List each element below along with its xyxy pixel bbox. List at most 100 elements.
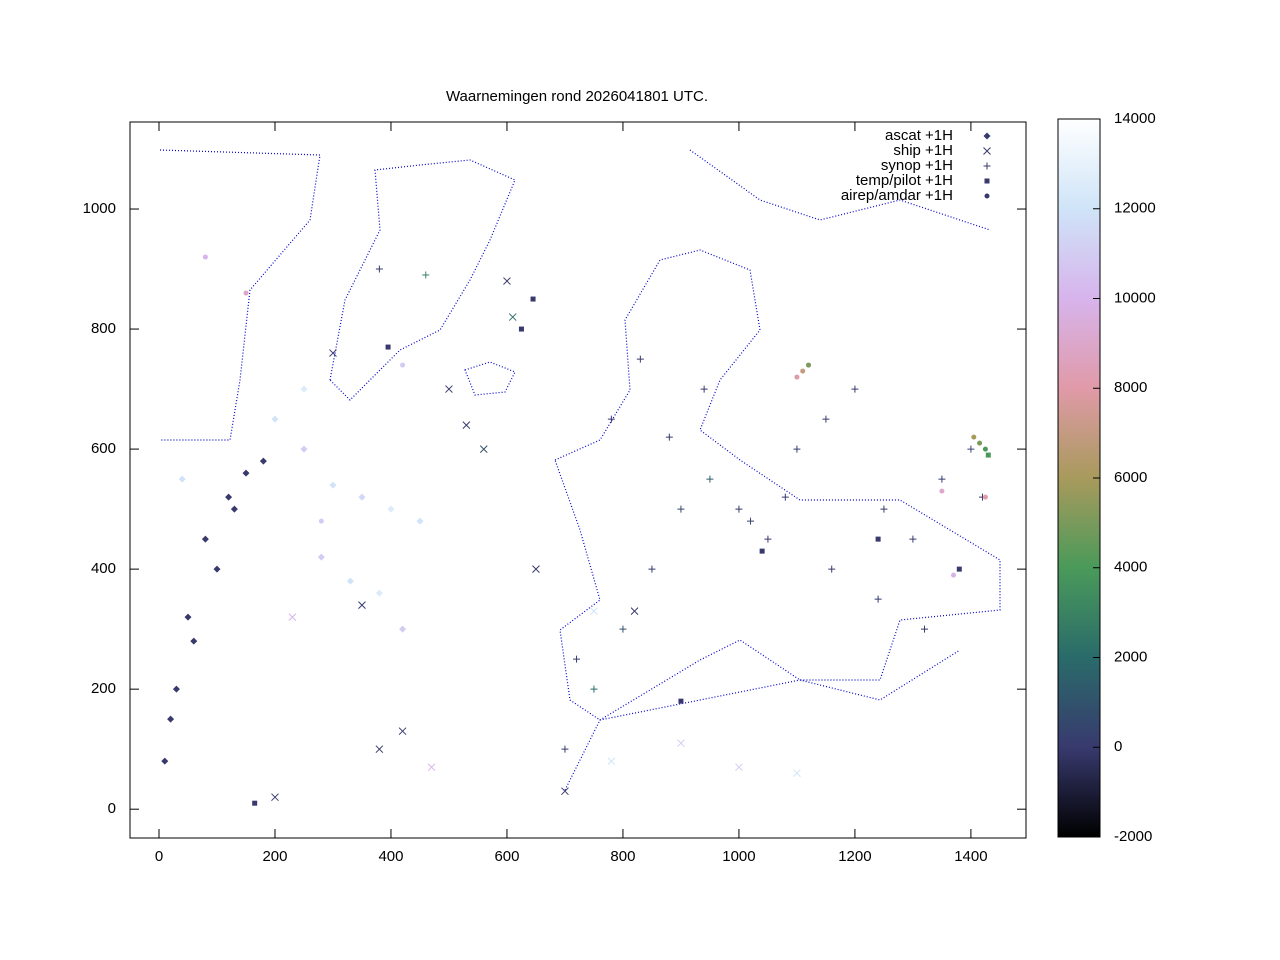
ascat-point [225,493,233,501]
ascat-point [190,637,198,645]
airep-point [800,368,806,374]
temp-point [518,326,524,332]
ascat-point [230,505,238,513]
legend-label: airep/amdar +1H [841,187,953,204]
coast-europe [554,249,1001,721]
ship-point [445,385,453,393]
coast-iceland [464,361,516,396]
ascat-point [178,475,186,483]
y-tick-label: 800 [91,320,116,337]
synop-point [665,433,673,441]
ship-point [508,313,517,321]
ascat-point [242,469,250,477]
ship-point [735,763,743,772]
colorbar [1057,118,1101,838]
ship-point [607,757,616,766]
airep-point [318,518,324,524]
ascat-point [399,625,407,633]
ascat-point [387,505,395,513]
synop-point [619,625,627,633]
airep-point [243,290,249,296]
coast-africa [564,649,961,791]
airep-point [202,254,208,260]
legend-label: ascat +1H [885,127,953,144]
ship-point [288,613,297,621]
synop-point [607,415,615,423]
ascat-point [300,445,308,453]
ship-point [358,601,366,609]
ascat-point [259,457,267,465]
temp-point [385,344,391,350]
y-tick-label: 600 [91,440,116,457]
ascat-point [167,715,175,723]
y-tick-label: 1000 [83,200,116,217]
synop-point [793,445,801,453]
airep-point [982,494,988,500]
synop-point [706,475,714,483]
airep-point [939,488,945,494]
legend-marker [984,193,990,199]
ship-point [590,607,598,615]
ship-point [398,727,407,736]
temp-point [252,800,258,806]
ship-point [462,421,471,429]
synop-point [735,505,743,513]
x-tick-label: 800 [610,848,635,865]
x-tick-label: 400 [378,848,403,865]
temp-point [875,536,881,542]
airep-point [951,572,957,578]
colorbar-tick-label: 14000 [1114,110,1156,127]
ship-point [630,607,639,615]
y-tick-label: 0 [108,800,116,817]
airep-point [794,374,800,380]
ascat-point [271,415,279,423]
synop-point [828,565,836,573]
ship-point [677,739,685,748]
synop-point [909,535,917,543]
airep-point [982,446,988,452]
legend-label: ship +1H [893,142,953,159]
legend-marker [983,132,991,140]
ship-point [561,787,569,796]
coastline [159,149,1001,791]
ascat-point [184,613,192,621]
colorbar-tick-label: 8000 [1114,379,1147,396]
colorbar-tick-label: 0 [1114,738,1122,755]
ship-point [375,745,384,754]
ship-point [329,349,337,357]
synop-point [700,385,708,393]
coast-america [159,149,321,441]
ascat-point [317,553,325,561]
synop-point [590,685,598,693]
synop-point [648,565,656,573]
ship-point [793,769,801,778]
x-tick-label: 0 [155,848,163,865]
colorbar-tick-label: 6000 [1114,469,1147,486]
coast-greenland [329,159,516,401]
x-tick-label: 600 [494,848,519,865]
chart-title: Waarnemingen rond 2026041801 UTC. [446,88,708,105]
ascat-point [346,577,354,585]
colorbar-tick-label: 10000 [1114,289,1156,306]
temp-point [759,548,765,554]
synop-point [822,415,830,423]
temp-point [678,698,684,704]
temp-point [530,296,536,302]
ascat-point [358,493,366,501]
synop-point [938,475,946,483]
legend-marker [984,178,990,184]
x-tick-label: 200 [262,848,287,865]
legend-label: temp/pilot +1H [856,172,953,189]
ship-point [427,763,436,772]
temp-point [956,566,962,572]
ship-point [532,565,540,573]
synop-point [921,625,929,633]
ascat-point [329,481,337,489]
ship-point [503,277,511,285]
y-tick-label: 400 [91,560,116,577]
synop-point [781,493,789,501]
x-tick-label: 1400 [954,848,987,865]
synop-point [874,595,882,603]
plot-frame [129,121,1027,839]
synop-point [747,517,755,525]
